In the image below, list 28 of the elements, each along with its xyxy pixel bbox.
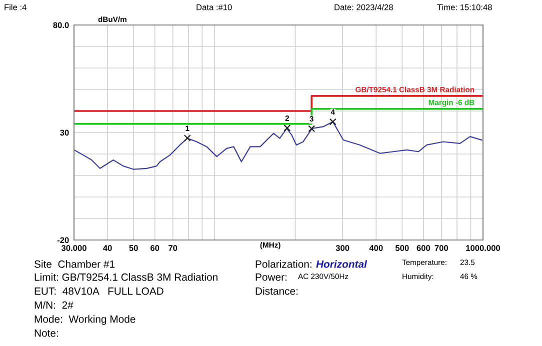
text: Data :#10 (196, 4, 232, 10)
x-tick-label: 70 (168, 245, 178, 251)
x-tick-label: 400 (369, 245, 383, 251)
text: Date: 2023/4/28 (334, 4, 393, 10)
x-tick-label: 600 (416, 245, 430, 251)
x-tick-label: 60 (150, 245, 160, 251)
x-tick-label: 30.000 (61, 245, 86, 251)
text: Polarization: (256, 260, 312, 268)
text: Note: (34, 330, 58, 337)
text: EUT: 48V10A FULL LOAD (34, 287, 164, 295)
x-tick-label: 700 (434, 245, 448, 251)
y-tick-label: 80.0 (53, 22, 69, 28)
text: M/N: 2# (34, 301, 74, 309)
text: Power: (256, 274, 286, 281)
text: Time: 15:10:48 (437, 4, 492, 10)
text: Site Chamber #1 (34, 260, 115, 268)
y-tick-label: -20 (57, 237, 69, 244)
x-tick-label: 1000.000 (466, 245, 500, 251)
x-tick-label: 300 (336, 245, 350, 251)
x-tick-label: 40 (103, 245, 112, 251)
text: Horizontal (316, 260, 368, 268)
text: Mode: Working Mode (34, 315, 136, 325)
x-tick-label: 500 (395, 245, 409, 251)
x-tick-label: 50 (129, 245, 138, 251)
y-tick-label: 30 (60, 130, 69, 136)
text: Limit: GB/T9254.1 ClassB 3M Radiation (34, 273, 218, 281)
text: File :4 (4, 4, 26, 10)
text: Distance: (256, 287, 298, 295)
